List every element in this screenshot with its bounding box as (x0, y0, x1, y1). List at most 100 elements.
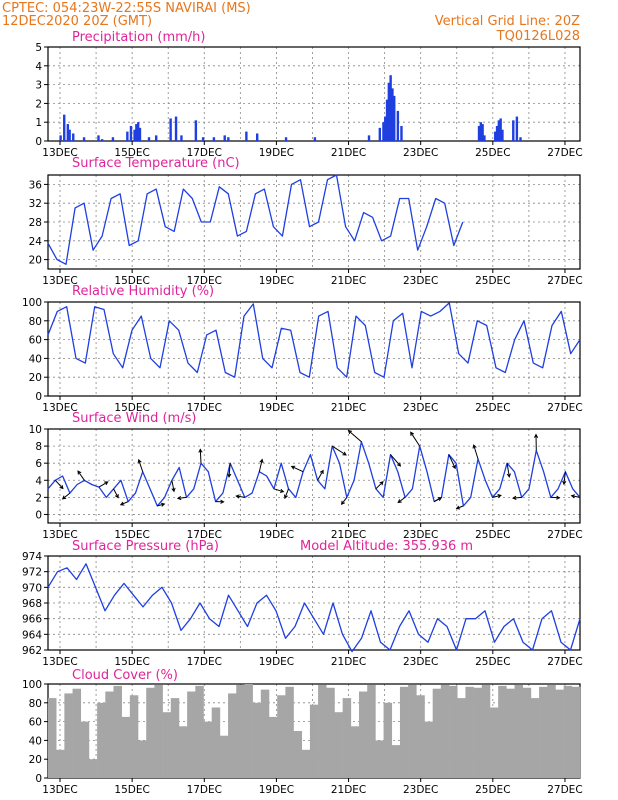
wind-arrow-47 (390, 454, 402, 467)
precip-bar-47 (499, 118, 502, 141)
precip-xtick-label-7: 27DEC (547, 147, 582, 159)
precip-xtick-label-3: 19DEC (259, 147, 294, 159)
cloud-bar-64 (571, 686, 581, 778)
cloud-bar-49 (449, 685, 458, 778)
precip-bar-0 (59, 135, 62, 141)
cloud-bar-53 (481, 684, 491, 778)
wind-xtick-label-7: 27DEC (547, 529, 582, 541)
precip-bar-37 (393, 95, 396, 141)
cloud-bar-56 (506, 688, 515, 778)
precip-bar-13 (136, 122, 140, 141)
wind-arrow-31 (273, 488, 285, 493)
cloud-bar-62 (555, 689, 564, 778)
rh-frame (47, 301, 581, 397)
cloud-bar-41 (383, 702, 393, 778)
pressure-xtick-label-1: 15DEC (114, 656, 149, 668)
precip-bar-17 (169, 118, 172, 141)
wind-xtick-label-3: 19DEC (259, 529, 294, 541)
cloud-xtick-label-2: 17DEC (187, 784, 222, 796)
wind-arrow-9 (113, 488, 119, 499)
cloud-bar-7 (105, 691, 114, 778)
precip-bar-23 (223, 135, 226, 141)
wind-arrow-23 (215, 499, 225, 504)
temp-ytick-label-0: 20 (29, 255, 42, 267)
cloud-bar-28 (277, 695, 286, 778)
wind-arrow-5 (77, 470, 85, 481)
wind-arrow-35 (290, 465, 304, 473)
cloud-bar-2 (64, 693, 73, 778)
precip-bar-21 (201, 137, 205, 141)
cloud-bar-1 (56, 749, 65, 778)
cloud-bar-35 (334, 712, 343, 778)
precip-bar-43 (483, 135, 486, 141)
precip-ytick-label-5: 5 (35, 42, 42, 54)
wind-arrow-63 (506, 463, 511, 478)
cloud-bar-38 (359, 691, 368, 778)
wind-panel: Surface Wind (m/s) 0 2 4 6 8 10 13DEC 15DEC 17DE… (29, 411, 583, 541)
cloud-xtick-label-6: 25DEC (475, 784, 510, 796)
pressure-ytick-label-6: 974 (22, 551, 42, 563)
cloud-bar-48 (440, 684, 450, 778)
pressure-xtick-label-0: 13DEC (42, 656, 77, 668)
cloud-bar-31 (301, 749, 311, 778)
cloud-bar-51 (465, 686, 474, 778)
temp-xtick-label-1: 15DEC (114, 275, 149, 287)
temp-ytick-label-4: 36 (29, 179, 43, 191)
precip-bar-41 (479, 122, 483, 141)
pressure-xtick-label-2: 17DEC (187, 656, 222, 668)
precip-bar-20 (194, 120, 198, 141)
temp-ytick-label-3: 32 (29, 198, 42, 210)
cloud-bar-39 (367, 684, 376, 778)
precip-bar-8 (111, 137, 115, 141)
wind-arrow-45 (375, 481, 384, 490)
precip-bar-12 (135, 124, 138, 141)
precip-xtick-label-2: 17DEC (187, 147, 222, 159)
cloud-bar-15 (170, 698, 180, 778)
wind-arrow-59 (472, 444, 479, 460)
cloud-bar-14 (162, 712, 172, 778)
precip-bar-42 (481, 124, 484, 141)
wind-arrow-53 (433, 497, 443, 503)
rh-ytick-label-4: 80 (29, 316, 42, 328)
cloud-bar-40 (375, 740, 384, 778)
rh-xtick-label-2: 17DEC (187, 402, 222, 414)
temp-title: Surface Temperature (nC) (72, 156, 240, 171)
cloud-ytick-label-5: 100 (22, 679, 42, 691)
cloud-xtick-label-7: 27DEC (547, 784, 582, 796)
precip-bar-44 (494, 131, 497, 141)
pressure-frame (47, 555, 581, 651)
cloud-xtick-label-5: 23DEC (403, 784, 438, 796)
cloud-bar-19 (203, 721, 212, 778)
precip-bar-33 (385, 99, 389, 141)
cloud-bar-21 (219, 735, 229, 778)
rh-ytick-label-5: 100 (22, 297, 42, 309)
cloud-bar-34 (326, 687, 335, 778)
precip-xtick-label-4: 21DEC (331, 147, 366, 159)
wind-frame (47, 428, 581, 524)
wind-arrow-69 (550, 495, 561, 500)
precip-xtick-label-6: 25DEC (475, 147, 510, 159)
precip-bar-25 (245, 131, 248, 141)
wind-arrow-51 (410, 431, 421, 447)
cloud-bar-26 (260, 689, 270, 778)
header: CPTEC: 054:23W-22:55S NAVIRAI (MS) 12DEC… (2, 1, 580, 44)
wind-ytick-label-0: 0 (35, 509, 42, 521)
precip-bar-15 (147, 137, 151, 141)
wind-arrow-71 (562, 471, 567, 486)
precip-bar-22 (212, 137, 216, 141)
precip-bar-30 (378, 127, 382, 141)
precip-bar-24 (227, 137, 230, 141)
wind-arrow-67 (533, 433, 539, 451)
cloud-title: Cloud Cover (%) (72, 668, 178, 683)
cloud-bar-4 (80, 721, 90, 778)
cloud-bar-16 (178, 726, 188, 778)
pressure-xtick-label-3: 19DEC (259, 656, 294, 668)
cloud-bar-33 (318, 684, 327, 778)
cloud-bar-61 (547, 684, 556, 778)
cloud-bar-43 (399, 686, 409, 778)
wind-xtick-label-4: 21DEC (331, 529, 366, 541)
precip-ytick-label-0: 0 (35, 136, 42, 148)
cloud-bar-36 (342, 698, 352, 778)
rh-xtick-label-3: 19DEC (259, 402, 294, 414)
